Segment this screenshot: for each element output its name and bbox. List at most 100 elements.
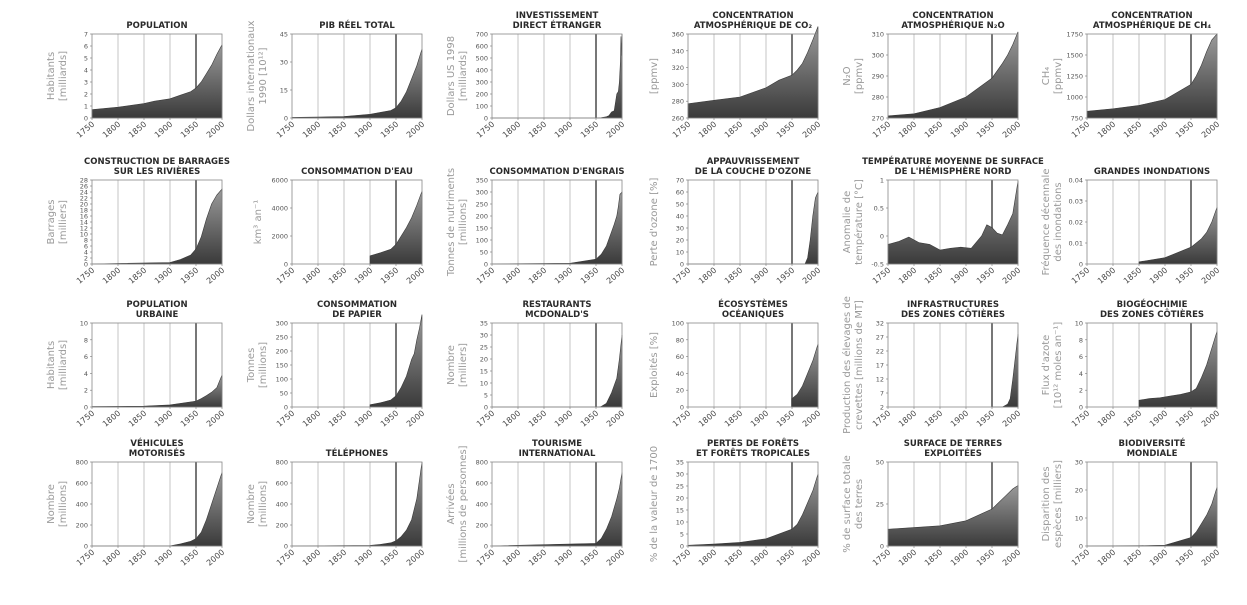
- x-tick-label: 2000: [405, 120, 426, 140]
- area-series: [687, 473, 819, 547]
- y-axis-label-line: Tonnes: [246, 348, 257, 384]
- y-axis-label: Tonnes[millions]: [246, 342, 269, 388]
- y-tick-label: 0.01: [1069, 240, 1083, 248]
- y-tick-label: 6: [84, 243, 88, 251]
- chart-title: ATMOSPHÉRIQUE N₂O: [901, 19, 1004, 31]
- x-tick-label: 2000: [205, 266, 226, 286]
- x-tick-label: 1800: [301, 548, 322, 568]
- y-tick-label: 20: [676, 237, 684, 245]
- x-tick-label: 1950: [579, 409, 600, 429]
- y-tick-label: 0: [880, 543, 884, 551]
- chart-title: DIRECT ÉTRANGER: [513, 19, 602, 31]
- x-tick-label: 2000: [1200, 120, 1221, 140]
- y-tick-label: 32: [876, 320, 884, 328]
- y-axis-label-line: Arrivées: [445, 483, 457, 524]
- y-tick-label: 30: [676, 225, 684, 233]
- y-axis-label: Nombre[millions]: [46, 481, 69, 527]
- chart-title: DES ZONES CÔTIÈRES: [901, 308, 1005, 320]
- y-tick-label: 0.5: [874, 205, 884, 213]
- y-tick-label: 250: [276, 334, 288, 342]
- plot-frame: [91, 322, 223, 408]
- y-axis-label-line: Production des élevages de: [841, 296, 853, 434]
- y-axis-label: Tonnes de nutriments[millions]: [446, 168, 469, 277]
- y-tick-label: 290: [872, 73, 884, 81]
- y-tick-label: 200: [76, 522, 88, 530]
- y-tick-label: 0: [484, 115, 488, 123]
- x-tick-label: 1900: [949, 548, 970, 568]
- x-tick-label: 2000: [605, 409, 626, 429]
- area-series: [291, 48, 423, 119]
- plot-frame: [491, 33, 623, 119]
- x-tick-label: 1850: [723, 548, 744, 568]
- x-tick-label: 1750: [671, 409, 692, 429]
- x-tick-label: 1850: [327, 120, 348, 140]
- x-tick-label: 1850: [327, 266, 348, 286]
- y-tick-label: 750: [1071, 115, 1083, 123]
- x-tick-label: 1750: [475, 266, 496, 286]
- chart-title: TÉLÉPHONES: [326, 447, 388, 459]
- y-tick-label: 270: [872, 115, 884, 123]
- y-axis-label-line: Barrages: [46, 200, 57, 245]
- x-tick-label: 1750: [1070, 409, 1091, 429]
- plot-frame: [1086, 322, 1218, 408]
- y-tick-label: 6: [84, 353, 88, 361]
- y-tick-label: 10: [676, 249, 684, 257]
- plot-frame: [291, 33, 423, 119]
- y-tick-label: 2: [84, 91, 88, 99]
- y-tick-label: 1750: [1066, 31, 1083, 39]
- y-tick-label: 150: [476, 225, 488, 233]
- x-tick-label: 1900: [1148, 409, 1169, 429]
- y-axis-label: % de la valeur de 1700: [649, 446, 660, 562]
- x-tick-label: 1800: [301, 266, 322, 286]
- x-tick-label: 2000: [405, 548, 426, 568]
- x-tick-label: 1950: [1174, 548, 1195, 568]
- x-tick-label: 1800: [897, 548, 918, 568]
- y-tick-label: 20: [480, 356, 488, 364]
- y-tick-label: 2: [84, 255, 88, 263]
- chart-title: PERTES DE FORÊTS: [707, 437, 799, 449]
- y-tick-label: 1: [84, 103, 88, 111]
- y-tick-label: 500: [476, 55, 488, 63]
- chart-title: DE LA COUCHE D'OZONE: [695, 167, 812, 177]
- y-tick-label: 800: [76, 459, 88, 467]
- x-tick-label: 1750: [871, 548, 892, 568]
- x-tick-label: 1950: [179, 120, 200, 140]
- y-tick-label: 310: [872, 31, 884, 39]
- y-tick-label: 400: [476, 67, 488, 75]
- x-tick-label: 1850: [923, 548, 944, 568]
- chart-title: BIODIVERSITÉ: [1119, 437, 1186, 449]
- y-tick-label: 600: [476, 43, 488, 51]
- y-tick-label: 800: [276, 459, 288, 467]
- x-tick-label: 1750: [1070, 548, 1091, 568]
- x-tick-label: 1800: [1096, 120, 1117, 140]
- x-tick-label: 1850: [527, 266, 548, 286]
- x-tick-label: 2000: [1001, 548, 1022, 568]
- area-series: [992, 334, 1019, 408]
- y-axis-label-line: Nombre: [46, 484, 57, 524]
- y-axis-label: Habitants[milliards]: [46, 51, 69, 101]
- x-tick-label: 1750: [75, 548, 96, 568]
- x-tick-label: 1800: [697, 266, 718, 286]
- chart-title: OCÉANIQUES: [722, 308, 784, 320]
- y-axis-label: Perte d'ozone [%]: [649, 178, 660, 267]
- y-tick-label: 30: [1075, 459, 1083, 467]
- y-axis-label-line: [ppmv]: [1053, 58, 1064, 94]
- x-tick-label: 1950: [1174, 120, 1195, 140]
- y-tick-label: 200: [276, 522, 288, 530]
- x-tick-label: 1800: [897, 120, 918, 140]
- y-tick-label: 15: [280, 87, 288, 95]
- x-tick-label: 1950: [179, 409, 200, 429]
- x-tick-label: 2000: [205, 120, 226, 140]
- y-tick-label: 10: [480, 380, 488, 388]
- x-tick-label: 1850: [327, 409, 348, 429]
- x-tick-label: 1950: [775, 409, 796, 429]
- y-tick-label: 8: [84, 237, 88, 245]
- x-tick-label: 1800: [697, 409, 718, 429]
- y-tick-label: 200: [476, 91, 488, 99]
- x-tick-label: 1950: [379, 409, 400, 429]
